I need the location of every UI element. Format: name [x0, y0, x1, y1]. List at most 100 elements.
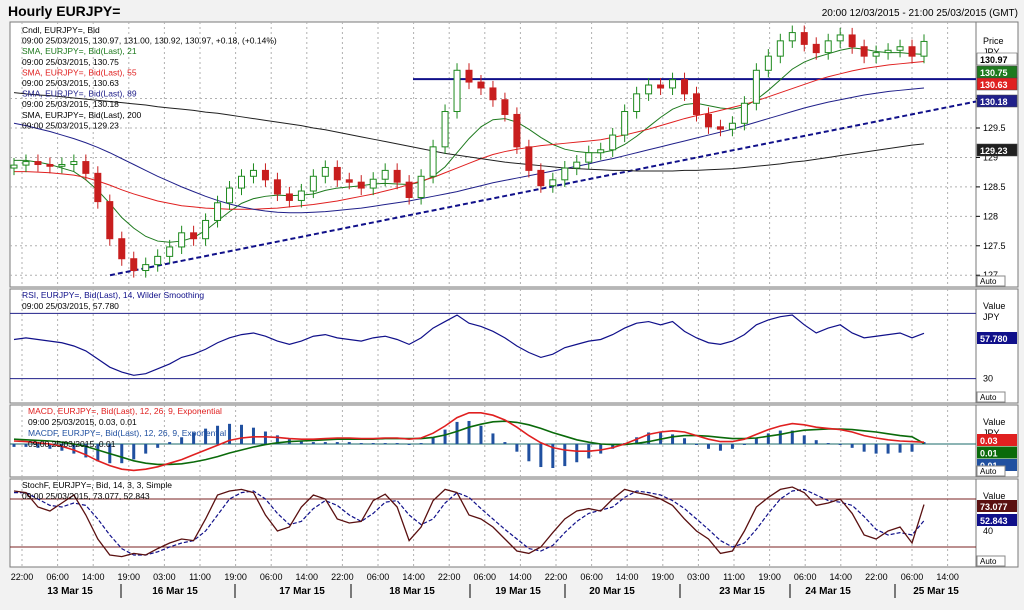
macd-histogram-bar [24, 444, 28, 447]
macd-histogram-bar [826, 443, 830, 445]
macd-histogram-bar [240, 424, 243, 444]
candle-body [884, 49, 892, 54]
candle-body [633, 93, 641, 113]
x-tick-label: 06:00 [901, 572, 924, 582]
macd-legend-line: MACD, EURJPY=, Bid(Last), 12, 26, 9, Exp… [28, 406, 222, 416]
x-tick-label: 14:00 [616, 572, 639, 582]
macd-histogram-bar [156, 444, 160, 448]
price-badge [976, 77, 1018, 91]
candle-body [477, 81, 485, 89]
macd-histogram-bar [898, 444, 902, 453]
rsi-badge [977, 332, 1017, 344]
rsi-badge-label: 57.780 [980, 334, 1008, 344]
macd-badge [977, 446, 1017, 459]
price-legend-line: 09:00 25/03/2015, 130.18 [22, 99, 119, 109]
macd-histogram-bar [407, 444, 411, 445]
candle-body [429, 146, 437, 177]
stoch-tick-label: 40 [983, 526, 993, 536]
macd-histogram-bar [443, 429, 447, 444]
candle-body [537, 169, 545, 187]
x-tick-label: 19:00 [224, 572, 247, 582]
price-legend-line: SMA, EURJPY=, Bid(Last), 55 [22, 67, 137, 77]
panel-backgrounds [9, 21, 1019, 608]
macd-histogram-bar [431, 437, 435, 444]
x-date-label: 23 Mar 15 [719, 586, 765, 597]
candle-body [130, 258, 138, 272]
candle-body [788, 32, 796, 42]
price-legend-line: Cndl, EURJPY=, Bid [22, 25, 100, 35]
price-tick-label: 129 [983, 152, 998, 162]
macd-histogram-bar [730, 444, 734, 449]
macd-histogram-bar [72, 444, 76, 454]
candle-body [573, 161, 581, 169]
price-badge [976, 52, 1018, 66]
candle-body [645, 84, 653, 95]
candle-body [142, 264, 150, 272]
candle-body [908, 46, 916, 57]
macd-histogram-bar [874, 444, 878, 454]
x-tick-label: 22:00 [331, 572, 354, 582]
chart-title: Hourly EURJPY= [8, 3, 121, 19]
macd-histogram-bar [180, 437, 184, 444]
x-tick-label: 14:00 [830, 572, 853, 582]
candle-body [94, 172, 102, 203]
price-badge-label: 130.18 [980, 97, 1008, 107]
macd-histogram-bar [84, 444, 88, 458]
sma-55-line [14, 60, 925, 210]
candle-body [896, 46, 904, 51]
macd-histogram-bar [659, 432, 663, 444]
macd-histogram-bar [371, 443, 375, 445]
macd-histogram-bar [479, 425, 483, 444]
candle-body [70, 161, 78, 166]
macd-histogram-bar [647, 432, 651, 444]
candle-body [381, 169, 389, 180]
candle-body [249, 169, 257, 177]
price-axis-title: Price [983, 36, 1004, 46]
price-legend-line: SMA, EURJPY=, Bid(Last), 200 [22, 110, 142, 120]
candle-body [369, 178, 377, 189]
macd-histogram-bar [742, 444, 746, 445]
candle-body [34, 161, 42, 166]
macd-histogram-bar [275, 435, 279, 444]
macd-badge [977, 434, 1017, 446]
x-tick-label: 06:00 [46, 572, 69, 582]
candle-body [166, 246, 174, 257]
price-badge [976, 143, 1018, 157]
macd-histogram-bar [611, 444, 615, 449]
price-legend-line: 09:00 25/03/2015, 129.23 [22, 120, 119, 130]
macd-histogram-bar [862, 444, 866, 452]
candle-body [812, 43, 820, 54]
price-badge-label: 130.97 [980, 55, 1008, 65]
x-date-label: 16 Mar 15 [152, 586, 198, 597]
macd-axis-unit: JPY [983, 428, 1000, 438]
macd-histogram-bar [910, 444, 914, 452]
candle-body [297, 190, 305, 201]
rsi-axis-title: Value [983, 301, 1005, 311]
macd-histogram-bar [335, 442, 339, 444]
price-tick-label: 127 [983, 270, 998, 280]
candle-body [681, 79, 689, 95]
macd-histogram-bar [814, 440, 818, 444]
candle-body [657, 84, 665, 89]
candle-body [10, 164, 18, 169]
x-tick-label: 06:00 [580, 572, 603, 582]
stoch-k-line [13, 486, 925, 558]
macd-legend-line: 09:00 25/03/2015, 0.03, 0.01 [28, 417, 137, 427]
x-axis-band [10, 568, 1018, 608]
candle-body [872, 52, 880, 57]
x-tick-label: 19:00 [652, 572, 675, 582]
stoch-badge [977, 514, 1017, 526]
macd-histogram-bar [754, 438, 758, 444]
candle-body [82, 161, 90, 174]
macd-histogram-bar [48, 444, 52, 449]
macd-badge-label: 0.01 [980, 449, 998, 459]
candle-body [357, 181, 365, 189]
x-tick-label: 03:00 [153, 572, 176, 582]
candle-body [764, 55, 772, 71]
date-range: 20:00 12/03/2015 - 21:00 25/03/2015 (GMT… [821, 8, 1018, 19]
panel-rsi-plot [9, 288, 977, 404]
x-date-label: 18 Mar 15 [389, 586, 435, 597]
price-legend-line: 09:00 25/03/2015, 130.97, 131.00, 130.92… [22, 36, 277, 46]
chart-labels: 22:00 06:00 14:00 19:00 03:00 11:00 19:00 06:00… [11, 25, 1018, 598]
